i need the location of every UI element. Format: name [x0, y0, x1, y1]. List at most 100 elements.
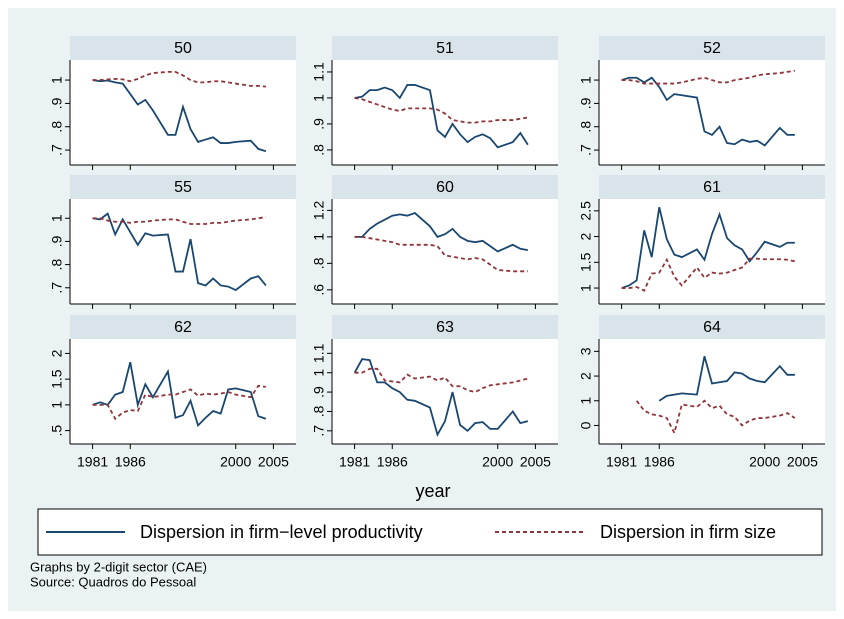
- series-line: [354, 84, 529, 149]
- series-line: [658, 356, 795, 402]
- plot-area: [599, 199, 825, 304]
- series-line: [92, 212, 267, 292]
- y-tick-label: .8: [311, 257, 327, 269]
- note: Graphs by 2-digit sector (CAE): [30, 559, 207, 574]
- y-tick-label: .6: [311, 284, 327, 296]
- y-tick-label: 1: [49, 76, 65, 84]
- note: Source: Quadros do Pessoal: [30, 574, 196, 589]
- x-axis-title: year: [415, 481, 450, 501]
- y-tick-label: 1: [49, 401, 65, 409]
- y-tick-label: 1: [311, 233, 327, 241]
- x-tick-label: 2005: [520, 454, 551, 470]
- panel-strip: [70, 36, 296, 60]
- y-tick-label: 2: [578, 232, 594, 240]
- series-line: [92, 71, 266, 88]
- series-line: [621, 207, 795, 289]
- y-tick-label: .7: [578, 144, 594, 156]
- y-tick-label: 2: [578, 372, 594, 380]
- panel-strip: [599, 315, 825, 339]
- plot-area: [332, 199, 558, 304]
- y-tick-label: 2.5: [578, 201, 594, 221]
- plot-area: [70, 60, 296, 165]
- series-line: [92, 361, 267, 428]
- y-tick-label: .9: [311, 118, 327, 130]
- x-tick-label: 1986: [115, 454, 146, 470]
- series-line: [354, 212, 529, 253]
- x-tick-label: 2005: [787, 454, 818, 470]
- x-tick-label: 2000: [749, 454, 780, 470]
- x-tick-label: 2000: [482, 454, 513, 470]
- y-tick-label: .8: [311, 144, 327, 156]
- panel-strip: [332, 315, 558, 339]
- series-line: [92, 384, 266, 421]
- panel-strip: [599, 36, 825, 60]
- y-tick-label: 1.1: [311, 62, 327, 82]
- plot-area: [70, 199, 296, 304]
- y-tick-label: .5: [49, 425, 65, 437]
- panel-strip: [332, 36, 558, 60]
- y-tick-label: .9: [578, 97, 594, 109]
- panel-strip: [332, 175, 558, 199]
- series-line: [621, 257, 796, 292]
- series-line: [92, 216, 267, 225]
- panel-title: 52: [703, 40, 721, 57]
- series-line: [621, 76, 795, 147]
- panel-title: 61: [703, 179, 721, 196]
- panel-title: 51: [436, 40, 454, 57]
- y-tick-label: .7: [49, 144, 65, 156]
- y-tick-label: .7: [311, 425, 327, 437]
- y-tick-label: 1.2: [311, 200, 327, 220]
- y-tick-label: 3: [578, 347, 594, 355]
- y-tick-label: 0: [578, 421, 594, 429]
- plot-area: [599, 339, 825, 444]
- y-tick-label: 1: [578, 76, 594, 84]
- panel-strip: [70, 315, 296, 339]
- plot-area: [599, 60, 825, 165]
- y-tick-label: .7: [49, 282, 65, 294]
- y-tick-label: .9: [49, 97, 65, 109]
- y-tick-label: .9: [311, 386, 327, 398]
- y-tick-label: 1: [49, 214, 65, 222]
- series-line: [635, 399, 796, 436]
- y-tick-label: 1.5: [49, 369, 65, 389]
- y-tick-label: 1: [578, 397, 594, 405]
- y-tick-label: .9: [49, 235, 65, 247]
- panel-title: 64: [703, 319, 721, 336]
- series-line: [621, 69, 796, 85]
- y-tick-label: .8: [49, 259, 65, 271]
- legend-label: Dispersion in firm−level productivity: [140, 522, 423, 542]
- y-tick-label: .8: [49, 121, 65, 133]
- plot-area: [332, 339, 558, 444]
- x-tick-label: 1981: [77, 454, 108, 470]
- x-tick-label: 1986: [377, 454, 408, 470]
- panel-title: 60: [436, 179, 454, 196]
- y-tick-label: 1: [578, 284, 594, 292]
- panel-title: 50: [174, 40, 192, 57]
- legend-label: Dispersion in firm size: [600, 522, 776, 542]
- x-tick-label: 1981: [339, 454, 370, 470]
- y-tick-label: .8: [578, 121, 594, 133]
- x-tick-label: 2005: [258, 454, 289, 470]
- y-tick-label: .8: [311, 405, 327, 417]
- y-tick-label: 1.5: [578, 252, 594, 272]
- series-line: [354, 367, 529, 394]
- x-tick-label: 1981: [606, 454, 637, 470]
- legend: [37, 508, 823, 556]
- series-line: [353, 358, 529, 438]
- y-tick-label: 1.1: [311, 343, 327, 363]
- panel-strip: [599, 175, 825, 199]
- y-tick-label: 2: [49, 349, 65, 357]
- series-line: [354, 235, 528, 273]
- x-tick-label: 1986: [644, 454, 675, 470]
- panel-title: 63: [436, 319, 454, 336]
- y-tick-label: 1: [311, 94, 327, 102]
- y-tick-label: 1: [311, 369, 327, 377]
- plot-area: [332, 60, 558, 165]
- panel-title: 55: [174, 179, 192, 196]
- x-tick-label: 2000: [220, 454, 251, 470]
- panel-title: 62: [174, 319, 192, 336]
- series-line: [92, 79, 267, 153]
- panel-strip: [70, 175, 296, 199]
